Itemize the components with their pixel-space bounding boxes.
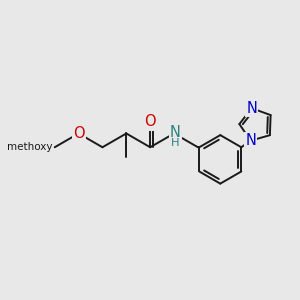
Text: N: N bbox=[170, 124, 181, 140]
Text: O: O bbox=[144, 114, 156, 129]
Text: methoxy: methoxy bbox=[7, 142, 52, 152]
Text: O: O bbox=[73, 126, 84, 141]
Text: N: N bbox=[246, 101, 257, 116]
Text: H: H bbox=[171, 138, 180, 148]
Text: N: N bbox=[245, 133, 256, 148]
